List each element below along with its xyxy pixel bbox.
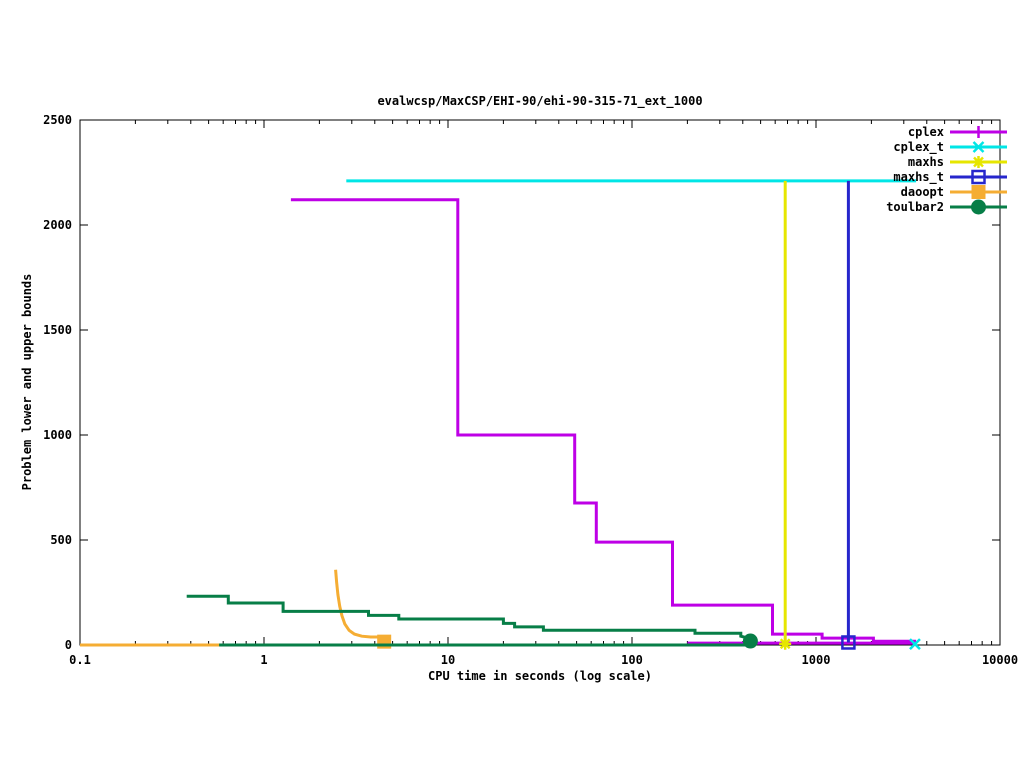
legend-item-maxhs_t: maxhs_t: [893, 169, 1007, 185]
x-axis-label: CPU time in seconds (log scale): [428, 669, 652, 683]
legend-item-toulbar2: toulbar2: [886, 199, 1007, 215]
cross-marker: [909, 638, 921, 651]
square-open-marker: [971, 169, 986, 185]
plot-border: [79, 119, 1001, 646]
x-tick-label: 10: [441, 653, 455, 667]
legend-item-maxhs: maxhs: [908, 155, 1007, 169]
series-maxhs_t: [841, 180, 856, 650]
plus-marker: [972, 126, 985, 138]
legend-label-cplex_t: cplex_t: [893, 140, 944, 155]
x-tick-label: 1: [260, 653, 267, 667]
x-tick-label: 0.1: [69, 653, 91, 667]
legend-label-maxhs: maxhs: [908, 155, 944, 169]
y-axis-label: Problem lower and upper bounds: [20, 273, 34, 491]
legend-item-daoopt: daoopt: [901, 185, 1007, 199]
axis-ticks: 0.1 1 10 100 1000 10000 0 500 1000 1500 2000 2500: [43, 113, 1018, 667]
chart-title: evalwcsp/MaxCSP/EHI-90/ehi-90-315-71_ext…: [377, 94, 703, 108]
legend-item-cplex: cplex: [908, 125, 1007, 139]
legend-label-cplex: cplex: [908, 125, 944, 139]
y-tick-label: 1500: [43, 323, 72, 337]
square-filled-marker: [377, 634, 392, 649]
x-tick-label: 100: [621, 653, 643, 667]
y-tick-label: 2500: [43, 113, 72, 127]
series-daoopt-upper-bound: [334, 569, 385, 639]
circle-filled-marker: [971, 199, 986, 215]
series-cplex: [290, 198, 917, 645]
legend-item-cplex_t: cplex_t: [893, 140, 1007, 155]
series-daoopt: [80, 569, 392, 649]
cross-marker: [972, 141, 985, 153]
y-tick-label: 1000: [43, 428, 72, 442]
series-maxhs: [779, 180, 792, 650]
legend-label-daoopt: daoopt: [901, 185, 944, 199]
star-marker: [972, 156, 985, 168]
y-tick-label: 500: [50, 533, 72, 547]
legend-label-maxhs_t: maxhs_t: [893, 170, 944, 185]
y-tick-label: 0: [65, 638, 72, 652]
x-tick-label: 10000: [982, 653, 1018, 667]
legend-label-toulbar2: toulbar2: [886, 200, 944, 214]
square-open-marker: [841, 635, 856, 650]
x-tick-label: 1000: [802, 653, 831, 667]
square-filled-marker: [971, 185, 986, 199]
y-tick-label: 2000: [43, 218, 72, 232]
circle-filled-marker: [742, 633, 758, 649]
series-toulbar2-upper-bound: [186, 594, 751, 641]
series-cplex-upper-bound: [290, 198, 917, 643]
series-cplex_t: [346, 179, 921, 651]
star-marker: [779, 637, 792, 650]
series-toulbar2: [186, 594, 758, 649]
